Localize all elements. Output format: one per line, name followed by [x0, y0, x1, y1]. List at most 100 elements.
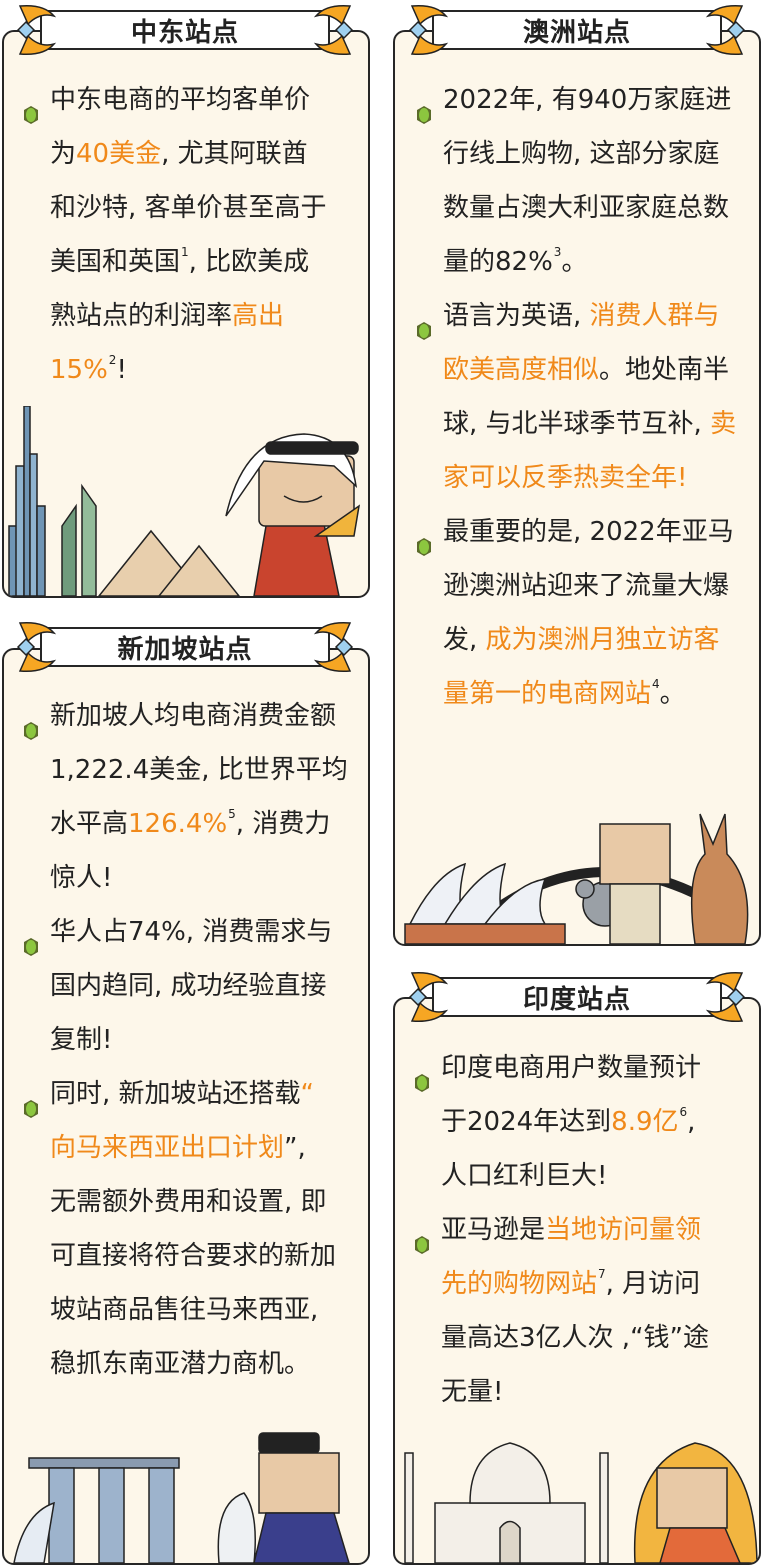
- text-line: 人口红利巨大!: [441, 1149, 709, 1203]
- kangaroo-icon: [690, 813, 749, 944]
- australia-illustration: [404, 813, 749, 944]
- box-character-icon: [599, 823, 671, 944]
- body-text: 无量!: [441, 1377, 504, 1407]
- highlight-text: 欧美高度相似: [443, 355, 600, 385]
- body-text: 熟站点的利润率: [50, 301, 233, 331]
- body-text: 国内趋同, 成功经验直接: [50, 971, 327, 1001]
- card-middle-east: [2, 30, 370, 598]
- body-text: !: [116, 355, 127, 385]
- text-line: 数量占澳大利亚家庭总数: [443, 181, 736, 235]
- footnote-ref: 7: [598, 1267, 606, 1281]
- highlight-text: 量第一的电商网站: [443, 679, 652, 709]
- card-india: [393, 997, 761, 1565]
- ornament-left-icon: [406, 2, 450, 58]
- body-text: 最重要的是, 2022年亚马: [443, 517, 734, 547]
- footnote-ref: 1: [181, 245, 189, 259]
- highlight-text: 126.4%: [128, 809, 228, 839]
- body-text: , 月访问: [605, 1269, 701, 1299]
- text-line: 无量!: [441, 1365, 709, 1419]
- footnote-ref: 2: [108, 353, 117, 367]
- highlight-text: 高出: [232, 301, 285, 331]
- green-gem-bullet-icon: [22, 706, 40, 740]
- bullet-item: 新加坡人均电商消费金额 1,222.4美金, 比世界平均 水平高126.4%5, 消…: [24, 689, 348, 905]
- text-line: 于2024年达到8.9亿6,: [441, 1095, 709, 1149]
- bullet-item: 同时, 新加坡站还搭载“ 向马来西亚出口计划”, 无需额外费用和设置, 即可直接将符…: [24, 1067, 348, 1391]
- body-text: 。: [561, 247, 588, 277]
- body-text: 量高达3亿人次 ,“钱”途: [441, 1323, 710, 1353]
- body-text: 人口红利巨大!: [441, 1161, 608, 1191]
- tower-icon: [61, 483, 97, 596]
- green-gem-bullet-icon: [22, 90, 40, 124]
- skyscraper-icon: [8, 406, 46, 596]
- title-middle-east: 中东站点: [40, 10, 330, 50]
- text-line: 先的购物网站7, 月访问: [441, 1257, 709, 1311]
- highlight-text: 40美金: [76, 139, 162, 169]
- text-line: 无需额外费用和设置, 即: [50, 1175, 348, 1229]
- body-text: 。地处南半: [599, 355, 730, 385]
- body-text: 数量占澳大利亚家庭总数: [443, 193, 730, 223]
- text-line: 惊人!: [50, 851, 348, 905]
- body-text: 于2024年达到: [441, 1107, 612, 1137]
- title-singapore: 新加坡站点: [40, 627, 330, 667]
- singapore-illustration: [13, 1432, 350, 1563]
- ornament-right-icon: [312, 619, 356, 675]
- body-text: 复制!: [50, 1025, 113, 1055]
- indian-woman-character-icon: [633, 1442, 758, 1563]
- body-text: 同时, 新加坡站还搭载: [50, 1079, 301, 1109]
- text-line: 语言为英语, 消费人群与: [417, 289, 736, 343]
- text-line: 量的82%3。: [443, 235, 736, 289]
- box-character-icon: [253, 1432, 350, 1563]
- body-text: 美国和英国: [50, 247, 181, 277]
- text-line: 量第一的电商网站4。: [443, 667, 736, 721]
- bullet-item: 亚马逊是当地访问量领 先的购物网站7, 月访问 量高达3亿人次 ,“钱”途 无量!: [415, 1203, 709, 1419]
- bullets-singapore: 新加坡人均电商消费金额 1,222.4美金, 比世界平均 水平高126.4%5, 消…: [24, 689, 348, 1391]
- text-line: 向马来西亚出口计划”,: [50, 1121, 348, 1175]
- highlight-text: 成为澳洲月独立访客: [485, 625, 720, 655]
- text-line: 1,222.4美金, 比世界平均: [50, 743, 348, 797]
- bullets-middle-east: 中东电商的平均客单价 为40美金, 尤其阿联酋 和沙特, 客单价甚至高于 美国和英国1…: [24, 73, 327, 397]
- bullets-australia: 2022年, 有940万家庭进 行线上购物, 这部分家庭 数量占澳大利亚家庭总数 量的…: [417, 73, 736, 721]
- text-line: 和沙特, 客单价甚至高于: [50, 181, 327, 235]
- body-text: , 消费力: [235, 809, 331, 839]
- text-line: 量高达3亿人次 ,“钱”途: [441, 1311, 709, 1365]
- text-line: 15%2!: [50, 343, 327, 397]
- footnote-ref: 4: [652, 677, 660, 691]
- text-line: 华人占74%, 消费需求与: [24, 905, 348, 959]
- ornament-right-icon: [312, 2, 356, 58]
- bullet-item: 华人占74%, 消费需求与 国内趋同, 成功经验直接 复制!: [24, 905, 348, 1067]
- body-text: 逊澳洲站迎来了流量大爆: [443, 571, 730, 601]
- body-text: 新加坡人均电商消费金额: [50, 701, 337, 731]
- text-line: 行线上购物, 这部分家庭: [443, 127, 736, 181]
- body-text: , 比欧美成: [188, 247, 310, 277]
- text-line: 印度电商用户数量预计: [415, 1041, 709, 1095]
- text-line: 最重要的是, 2022年亚马: [417, 505, 736, 559]
- bullet-item: 2022年, 有940万家庭进 行线上购物, 这部分家庭 数量占澳大利亚家庭总数 量的…: [417, 73, 736, 289]
- footnote-ref: 5: [228, 807, 236, 821]
- footnote-ref: 6: [679, 1105, 688, 1119]
- body-text: 球, 与北半球季节互补,: [443, 409, 711, 439]
- highlight-text: “: [300, 1079, 315, 1109]
- text-line: 可直接将符合要求的新加: [50, 1229, 348, 1283]
- pyramid-icon: [98, 529, 240, 596]
- bullet-item: 印度电商用户数量预计 于2024年达到8.9亿6, 人口红利巨大!: [415, 1041, 709, 1203]
- green-gem-bullet-icon: [415, 306, 433, 340]
- merlion-icon: [217, 1492, 256, 1563]
- text-line: 球, 与北半球季节互补, 卖: [443, 397, 736, 451]
- highlight-text: 15%: [50, 355, 108, 385]
- title-india: 印度站点: [432, 977, 722, 1017]
- opera-house-icon: [404, 862, 566, 944]
- highlight-text: 先的购物网站: [441, 1269, 598, 1299]
- body-text: 发,: [443, 625, 486, 655]
- bullet-item: 中东电商的平均客单价 为40美金, 尤其阿联酋 和沙特, 客单价甚至高于 美国和英国1…: [24, 73, 327, 397]
- text-line: 复制!: [50, 1013, 348, 1067]
- card-australia: [393, 30, 761, 946]
- text-line: 熟站点的利润率高出: [50, 289, 327, 343]
- body-text: 1,222.4美金, 比世界平均: [50, 755, 348, 785]
- text-line: 家可以反季热卖全年!: [443, 451, 736, 505]
- body-text: 语言为英语,: [443, 301, 590, 331]
- taj-mahal-icon: [404, 1442, 609, 1563]
- highlight-text: 当地访问量领: [545, 1215, 702, 1245]
- highlight-text: 家可以反季热卖全年!: [443, 463, 688, 493]
- body-text: 华人占74%, 消费需求与: [50, 917, 333, 947]
- text-line: 为40美金, 尤其阿联酋: [50, 127, 327, 181]
